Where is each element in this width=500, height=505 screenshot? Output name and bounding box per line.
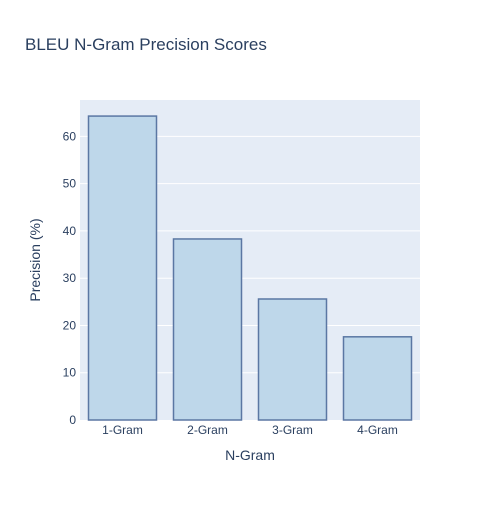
x-tick-label: 3-Gram — [272, 423, 313, 437]
bar-3-gram[interactable] — [259, 299, 327, 420]
bar-4-gram[interactable] — [344, 337, 412, 420]
bar-2-gram[interactable] — [174, 239, 242, 420]
y-tick-label: 0 — [69, 413, 76, 427]
y-axis-title: Precision (%) — [27, 218, 43, 301]
x-tick-label: 1-Gram — [102, 423, 143, 437]
y-axis-ticks: 0 10 20 30 40 50 60 — [63, 129, 77, 427]
y-tick-label: 10 — [63, 366, 77, 380]
bar-1-gram[interactable] — [89, 116, 157, 420]
y-tick-label: 20 — [63, 318, 77, 332]
x-tick-label: 2-Gram — [187, 423, 228, 437]
chart-title: BLEU N-Gram Precision Scores — [25, 35, 267, 54]
x-axis-title: N-Gram — [225, 447, 275, 463]
x-axis-ticks: 1-Gram 2-Gram 3-Gram 4-Gram — [102, 423, 398, 437]
y-tick-label: 30 — [63, 271, 77, 285]
y-tick-label: 40 — [63, 224, 77, 238]
x-tick-label: 4-Gram — [357, 423, 398, 437]
y-tick-label: 60 — [63, 129, 77, 143]
y-tick-label: 50 — [63, 177, 77, 191]
